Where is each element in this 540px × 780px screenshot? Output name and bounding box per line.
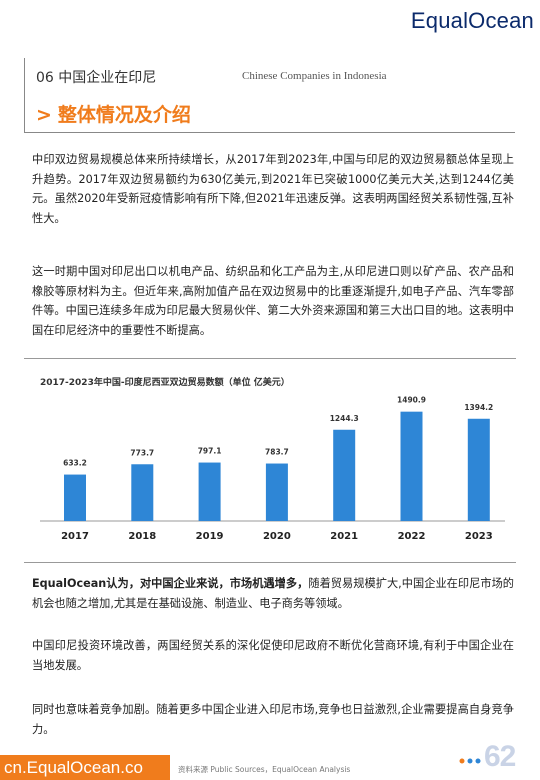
- equalocean-logo: EqualOcean: [410, 8, 534, 33]
- chart-bar-2017: [64, 474, 86, 521]
- chart-category-label-2023: 2023: [465, 531, 493, 542]
- chevron-right-icon: >: [36, 104, 52, 126]
- footer-source: 资料来源 Public Sources，EqualOcean Analysis: [178, 765, 351, 774]
- chart-value-label-2021: 1244.3: [330, 414, 359, 423]
- paragraph-opportunity: EqualOcean认为，对中国企业来说，市场机遇增多，随着贸易规模扩大,中国企…: [32, 574, 514, 613]
- page-dots-icon: [459, 758, 481, 764]
- chart-bottom-divider: [24, 562, 516, 563]
- chart-bar-2022: [400, 411, 423, 521]
- paragraph-investment: 中国印尼投资环境改善，两国经贸关系的深化促使印尼政府不断优化营商环境,有利于中国…: [32, 639, 514, 672]
- chart-category-label-2020: 2020: [263, 531, 291, 542]
- chart-bar-2023: [467, 418, 490, 521]
- chart-value-label-2017: 633.2: [63, 459, 87, 468]
- chart-category-label-2021: 2021: [330, 531, 358, 542]
- page-number: 62: [484, 740, 516, 773]
- chart-bar-2018: [131, 464, 154, 521]
- chart-title: 2017-2023年中国-印度尼西亚双边贸易数额（单位 亿美元）: [40, 378, 290, 388]
- chart-top-divider: [24, 358, 516, 359]
- section-frame: [24, 58, 515, 133]
- chart-bar-2019: [198, 462, 221, 521]
- paragraph-trade-overview: 中印双边贸易规模总体来所持续增长，从2017年到2023年,中国与印尼的双边贸易…: [32, 153, 514, 225]
- section-subtitle: Chinese Companies in Indonesia: [242, 70, 387, 82]
- heading-text: 整体情况及介绍: [57, 104, 191, 126]
- paragraph-competition: 同时也意味着竞争加剧。随着更多中国企业进入印尼市场,竞争也日益激烈,企业需要提高…: [32, 703, 514, 736]
- chart-value-label-2018: 773.7: [130, 448, 154, 457]
- trade-bar-chart: 633.2 2017 773.7 2018 797.1 2019 783.7 2020 1244…: [40, 396, 505, 542]
- chart-bar-2020: [265, 463, 288, 521]
- section-title: 06 中国企业在印尼: [36, 70, 157, 86]
- section-heading: > 整体情况及介绍: [36, 100, 191, 127]
- chart-value-label-2019: 797.1: [198, 447, 222, 456]
- chart-category-label-2017: 2017: [61, 531, 89, 542]
- paragraph-trade-structure: 这一时期中国对印尼出口以机电产品、纺织品和化工产品为主,从印尼进口则以矿产品、农…: [32, 265, 514, 337]
- chart-category-label-2022: 2022: [398, 531, 426, 542]
- chart-bar-2021: [333, 429, 356, 521]
- paragraph-opportunity-lead: EqualOcean认为，对中国企业来说，市场机遇增多，: [32, 577, 309, 590]
- chart-value-label-2023: 1394.2: [464, 403, 493, 412]
- footer-url[interactable]: cn.EqualOcean.co: [0, 755, 170, 780]
- paragraph-opportunity-body: 随着贸易规模扩大,中国企业在印尼市场的机会也随之增加,尤其是在基础设施、制造业、…: [32, 577, 514, 610]
- chart-category-label-2019: 2019: [196, 531, 224, 542]
- chart-value-label-2022: 1490.9: [397, 396, 426, 405]
- chart-category-label-2018: 2018: [128, 531, 156, 542]
- chart-value-label-2020: 783.7: [265, 448, 289, 457]
